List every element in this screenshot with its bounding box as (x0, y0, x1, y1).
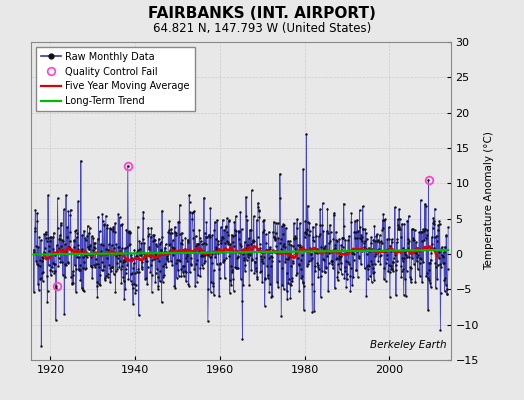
Legend: Raw Monthly Data, Quality Control Fail, Five Year Moving Average, Long-Term Tren: Raw Monthly Data, Quality Control Fail, … (36, 47, 195, 111)
Y-axis label: Temperature Anomaly (°C): Temperature Anomaly (°C) (484, 132, 495, 270)
Text: 64.821 N, 147.793 W (United States): 64.821 N, 147.793 W (United States) (153, 22, 371, 35)
Text: Berkeley Earth: Berkeley Earth (370, 340, 446, 350)
Text: FAIRBANKS (INT. AIRPORT): FAIRBANKS (INT. AIRPORT) (148, 6, 376, 21)
